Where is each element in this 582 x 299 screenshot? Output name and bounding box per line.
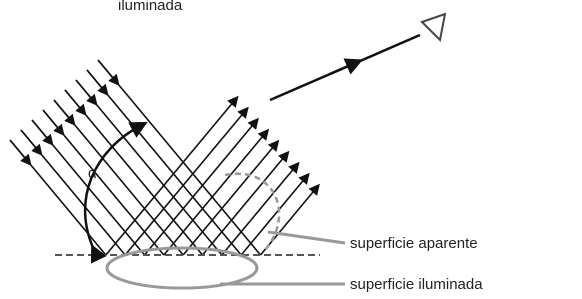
reflected-ray xyxy=(164,133,266,255)
incident-ray xyxy=(54,100,183,255)
diagram: iluminada superficie aparente superficie… xyxy=(0,0,582,299)
incident-arrow xyxy=(76,80,94,102)
incident-arrow xyxy=(54,100,72,122)
angle-label: α xyxy=(88,165,97,182)
eye-icon xyxy=(422,14,445,40)
apparent-area xyxy=(225,174,279,250)
label-illuminated: superficie iluminada xyxy=(350,276,483,293)
rays xyxy=(10,60,316,255)
incident-arrow xyxy=(43,110,61,132)
incident-ray xyxy=(98,60,261,255)
incident-ray xyxy=(87,70,241,255)
incident-arrow xyxy=(32,120,50,142)
angle-arc xyxy=(85,126,140,252)
reflected-ray xyxy=(183,144,275,255)
top-caption: iluminada xyxy=(118,0,183,14)
incident-arrow xyxy=(98,60,116,82)
incident-arrow xyxy=(65,90,83,112)
incident-arrow xyxy=(10,140,28,162)
view-ray-arrow xyxy=(330,63,355,74)
incident-ray xyxy=(43,110,164,255)
incident-arrow xyxy=(21,130,39,152)
incident-ray xyxy=(76,80,222,255)
leader-line xyxy=(268,232,345,243)
incident-arrow xyxy=(87,70,105,92)
label-apparent: superficie aparente xyxy=(350,235,478,252)
